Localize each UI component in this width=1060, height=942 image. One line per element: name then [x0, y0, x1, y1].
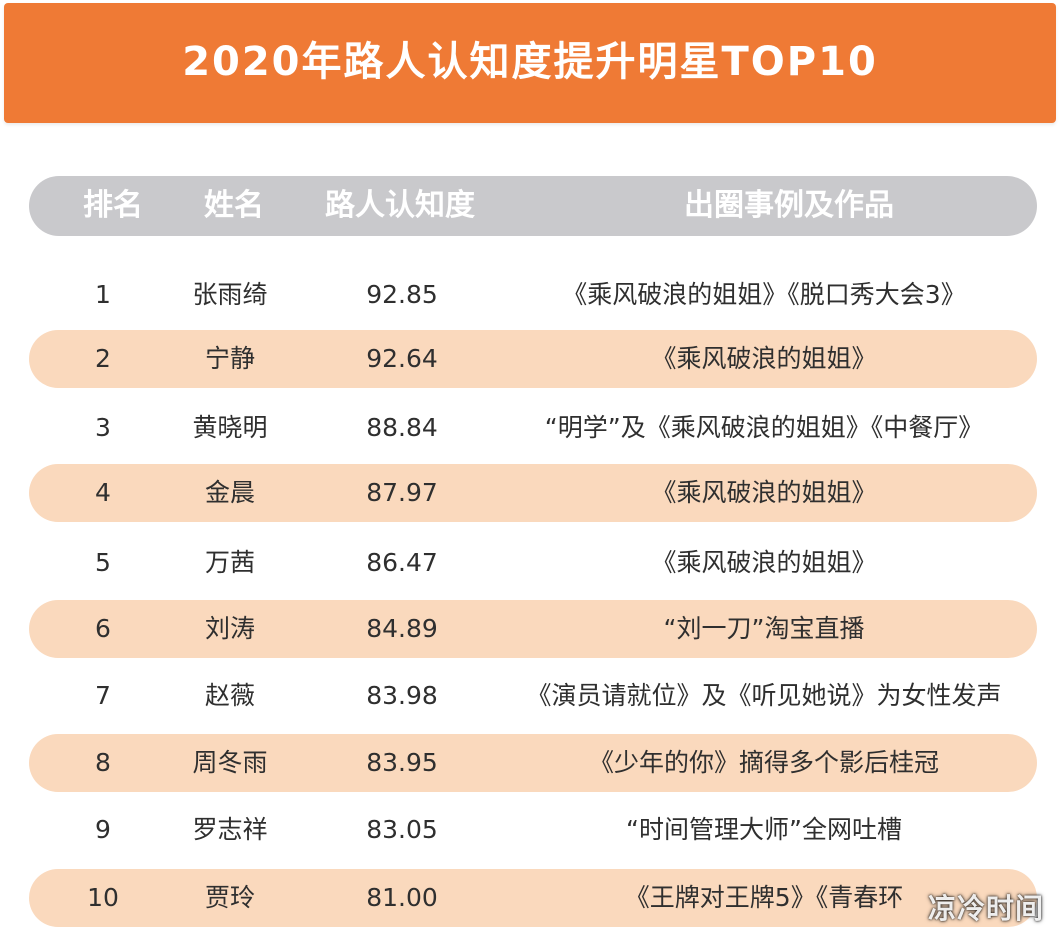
- table-row: 3 黄晓明 88.84 “明学”及《乘风破浪的姐姐》《中餐厅》: [29, 399, 1037, 457]
- name-cell: 张雨绮: [192, 280, 268, 309]
- event-cell: “明学”及《乘风破浪的姐姐》《中餐厅》: [544, 413, 984, 442]
- table-row: 6 刘涛 84.89 “刘一刀”淘宝直播: [29, 600, 1037, 658]
- rank-cell: 7: [95, 681, 111, 710]
- event-cell: 《乘风破浪的姐姐》: [651, 478, 877, 507]
- table-row: 10 贾玲 81.00 《王牌对王牌5》《青春环: [29, 869, 1037, 927]
- score-cell: 83.98: [366, 681, 438, 710]
- score-cell: 84.89: [366, 614, 438, 643]
- name-cell: 周冬雨: [192, 748, 268, 777]
- name-cell: 万茜: [204, 548, 255, 577]
- table-row: 5 万茜 86.47 《乘风破浪的姐姐》: [29, 534, 1037, 592]
- event-cell: 《乘风破浪的姐姐》: [651, 548, 877, 577]
- name-cell: 黄晓明: [192, 413, 268, 442]
- header-event: 出圈事例及作品: [684, 188, 894, 223]
- table-row: 7 赵薇 83.98 《演员请就位》及《听见她说》为女性发声: [29, 667, 1037, 725]
- rank-cell: 1: [95, 280, 111, 309]
- name-cell: 宁静: [204, 344, 255, 373]
- event-cell: “刘一刀”淘宝直播: [663, 614, 865, 643]
- watermark-text: 凉冷时间: [927, 892, 1044, 925]
- rank-cell: 10: [87, 883, 119, 912]
- rank-cell: 2: [95, 344, 111, 373]
- rank-cell: 4: [95, 478, 111, 507]
- event-cell: 《演员请就位》及《听见她说》为女性发声: [526, 681, 1002, 710]
- event-cell: 《乘风破浪的姐姐》《脱口秀大会3》: [562, 280, 966, 309]
- title-banner: 2020年路人认知度提升明星TOP10: [4, 3, 1056, 123]
- rank-cell: 8: [95, 748, 111, 777]
- event-cell: 《王牌对王牌5》《青春环: [624, 883, 904, 912]
- score-cell: 92.64: [366, 344, 438, 373]
- header-score: 路人认知度: [325, 188, 475, 223]
- header-rank: 排名: [83, 188, 143, 223]
- score-cell: 92.85: [366, 280, 438, 309]
- name-cell: 赵薇: [204, 681, 255, 710]
- score-cell: 86.47: [366, 548, 438, 577]
- score-cell: 81.00: [366, 883, 438, 912]
- rank-cell: 3: [95, 413, 111, 442]
- name-cell: 贾玲: [204, 883, 255, 912]
- table-row: 9 罗志祥 83.05 “时间管理大师”全网吐槽: [29, 801, 1037, 859]
- header-name: 姓名: [204, 188, 264, 223]
- page-title: 2020年路人认知度提升明星TOP10: [182, 39, 878, 85]
- table-row: 8 周冬雨 83.95 《少年的你》摘得多个影后桂冠: [29, 734, 1037, 792]
- table-row: 4 金晨 87.97 《乘风破浪的姐姐》: [29, 464, 1037, 522]
- rank-cell: 5: [95, 548, 111, 577]
- rank-cell: 9: [95, 815, 111, 844]
- score-cell: 87.97: [366, 478, 438, 507]
- event-cell: 《少年的你》摘得多个影后桂冠: [588, 748, 939, 777]
- table-header: 排名 姓名 路人认知度 出圈事例及作品: [29, 176, 1037, 236]
- name-cell: 金晨: [204, 478, 255, 507]
- score-cell: 83.95: [366, 748, 438, 777]
- table-row: 2 宁静 92.64 《乘风破浪的姐姐》: [29, 330, 1037, 388]
- rank-cell: 6: [95, 614, 111, 643]
- score-cell: 83.05: [366, 815, 438, 844]
- event-cell: 《乘风破浪的姐姐》: [651, 344, 877, 373]
- name-cell: 罗志祥: [192, 815, 268, 844]
- name-cell: 刘涛: [204, 614, 255, 643]
- event-cell: “时间管理大师”全网吐槽: [626, 815, 902, 844]
- table-row: 1 张雨绮 92.85 《乘风破浪的姐姐》《脱口秀大会3》: [29, 266, 1037, 324]
- score-cell: 88.84: [366, 413, 438, 442]
